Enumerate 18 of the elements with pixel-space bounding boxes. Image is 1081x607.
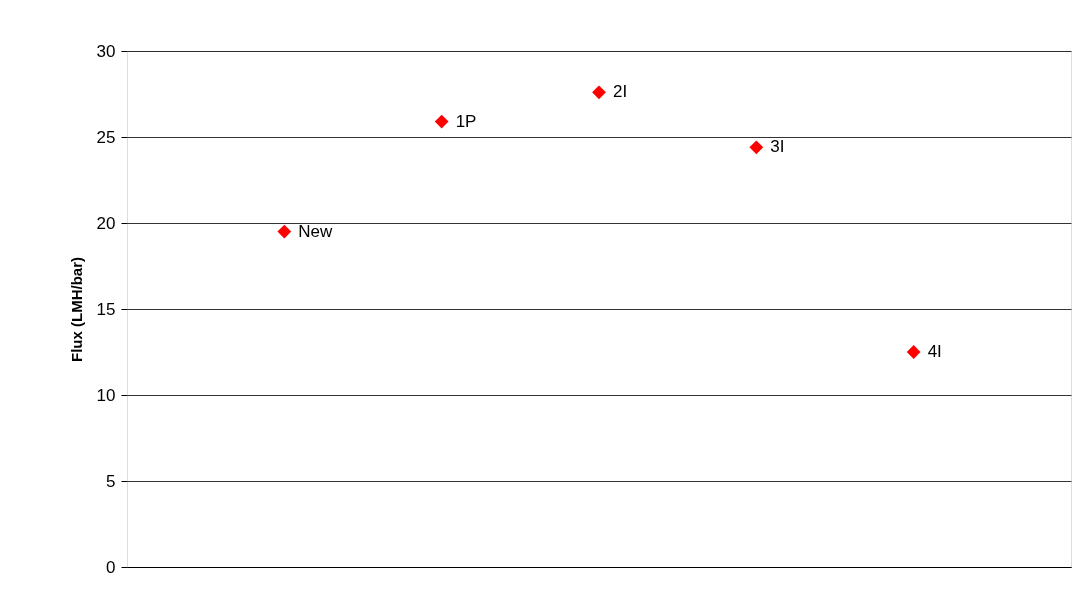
y-tick-label: 20 [96,213,116,233]
point [906,345,921,359]
y-tick-label: 10 [96,385,116,405]
y-tick-label: 5 [106,471,116,491]
y-tick-label: 0 [106,557,116,577]
y-tick-label: 25 [96,127,116,147]
point [434,114,449,129]
annotation: 4I [927,342,942,361]
annotation: 2I [613,82,628,102]
y-axis-title: Flux (LMH/bar) [67,257,85,362]
point [749,140,764,155]
point [592,85,606,100]
annotation: 1P [455,111,477,131]
point [277,224,292,239]
y-tick-label: 15 [96,299,116,319]
annotation: 3I [770,137,785,157]
annotation: New [298,221,334,241]
y-tick-label: 30 [96,41,116,61]
